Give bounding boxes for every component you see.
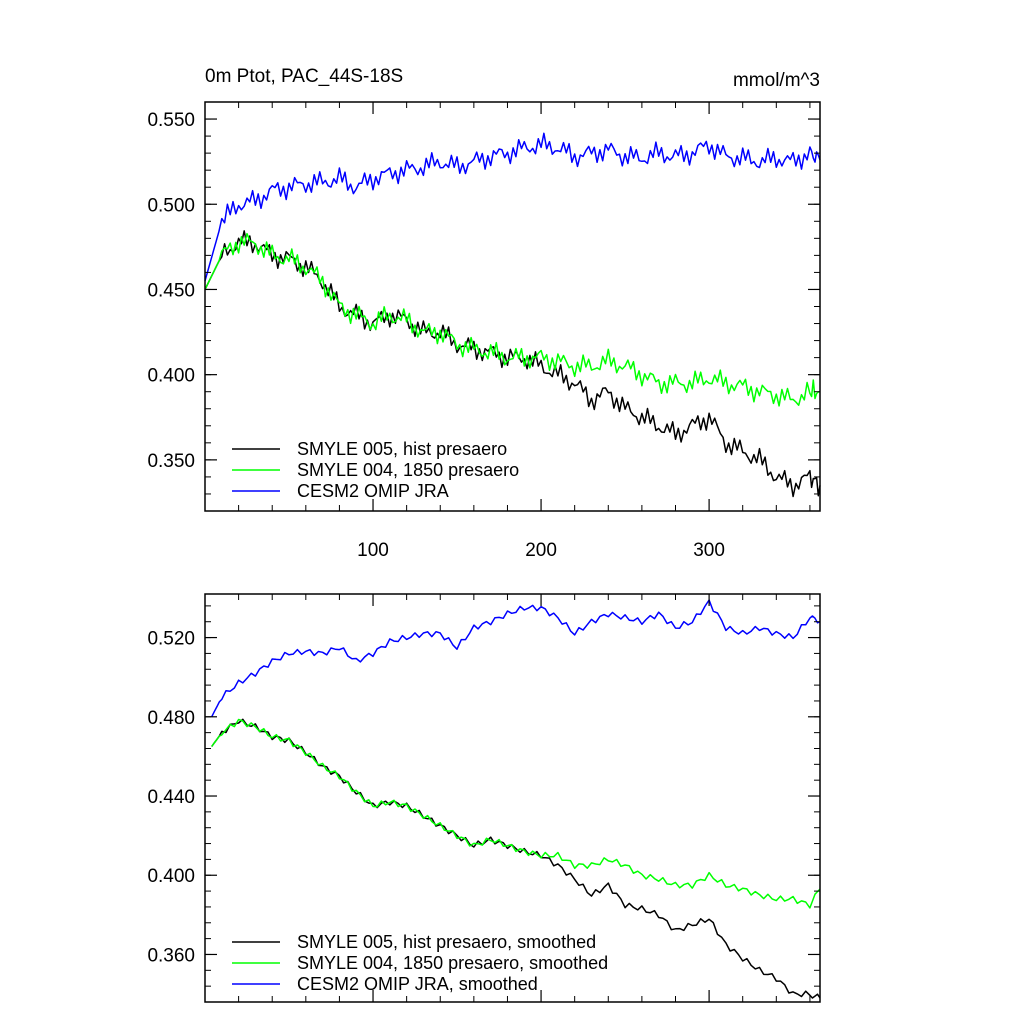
- bottom-chart-legend-label: SMYLE 004, 1850 presaero, smoothed: [297, 953, 608, 973]
- bottom-chart-panel: 0.360 0.400 0.440 0.480 0.520 SMYLE 005, his…: [147, 593, 821, 1003]
- bottom-chart-legend: SMYLE 005, hist presaero, smoothedSMYLE …: [232, 932, 608, 994]
- bottom-chart-series-line: [211, 718, 821, 999]
- top-chart-y-tick-label: 0.550: [147, 110, 195, 131]
- bottom-chart-legend-label: SMYLE 005, hist presaero, smoothed: [297, 932, 596, 952]
- bottom-chart-plot-frame: [204, 593, 821, 1003]
- top-chart-plot-frame: [204, 101, 821, 512]
- top-chart-ticks: 0.350 0.400 0.450 0.500 0.550 100 200 300: [147, 102, 820, 561]
- top-chart-y-tick-label: 0.500: [147, 195, 195, 216]
- bottom-chart-y-tick-label: 0.360: [147, 945, 195, 966]
- bottom-chart-series-group: [211, 599, 821, 999]
- bottom-chart-series-line: [211, 599, 821, 718]
- bottom-chart-y-tick-label: 0.520: [147, 629, 195, 650]
- bottom-chart-legend-label: CESM2 OMIP JRA, smoothed: [297, 974, 538, 994]
- top-chart-units: mmol/m^3: [733, 70, 820, 91]
- bottom-chart-ticks: 0.360 0.400 0.440 0.480 0.520: [147, 594, 820, 1002]
- top-chart-legend-label: SMYLE 005, hist presaero: [297, 439, 507, 459]
- top-chart-series-group: [204, 132, 821, 498]
- top-chart-y-tick-label: 0.400: [147, 366, 195, 387]
- top-chart-panel: 0m Ptot, PAC_44S-18S mmol/m^3 0.350 0.400…: [147, 66, 821, 561]
- top-chart-series-line: [204, 132, 821, 282]
- top-chart-x-tick-label: 300: [693, 540, 725, 561]
- top-chart-series-line: [204, 232, 821, 407]
- top-chart-legend-label: CESM2 OMIP JRA: [297, 481, 449, 501]
- bottom-chart-y-tick-label: 0.480: [147, 708, 195, 729]
- top-chart-y-tick-label: 0.350: [147, 451, 195, 472]
- top-chart-title: 0m Ptot, PAC_44S-18S: [205, 66, 403, 87]
- top-chart-x-tick-label: 200: [525, 540, 557, 561]
- top-chart-x-tick-label: 100: [357, 540, 389, 561]
- top-chart-legend-label: SMYLE 004, 1850 presaero: [297, 460, 519, 480]
- bottom-chart-y-tick-label: 0.440: [147, 787, 195, 808]
- top-chart-y-tick-label: 0.450: [147, 280, 195, 301]
- bottom-chart-y-tick-label: 0.400: [147, 866, 195, 887]
- bottom-chart-series-line: [211, 718, 821, 909]
